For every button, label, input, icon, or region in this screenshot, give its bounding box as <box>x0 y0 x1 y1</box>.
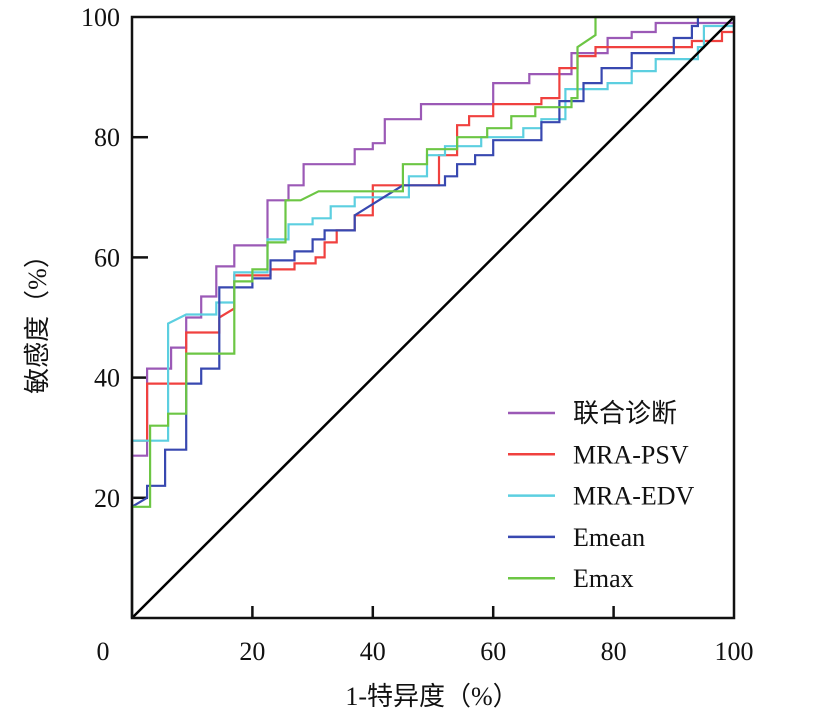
legend-label: MRA-EDV <box>573 482 695 511</box>
roc-curve-2 <box>130 17 736 618</box>
y-tick-label: 20 <box>94 484 120 513</box>
x-tick-label: 40 <box>360 637 386 666</box>
legend-label: Emax <box>573 564 634 593</box>
y-tick-label: 60 <box>94 243 120 272</box>
legend-label: MRA-PSV <box>573 440 689 469</box>
y-axis-label: 敏感度（%） <box>23 242 52 394</box>
legend: 联合诊断 MRA-PSV MRA-EDV Emean Emax <box>508 399 695 593</box>
y-tick-label: 80 <box>94 123 120 152</box>
x-tick-label: 20 <box>239 637 265 666</box>
y-tick-label: 100 <box>81 3 120 32</box>
x-tick-label: 0 <box>97 637 110 666</box>
roc-curve-4 <box>130 15 734 618</box>
reference-diagonal <box>131 16 735 619</box>
legend-label: 联合诊断 <box>573 399 677 428</box>
x-tick-label: 60 <box>480 637 506 666</box>
roc-curve-0 <box>130 17 736 618</box>
x-axis-label: 1-特异度（%） <box>345 682 518 711</box>
x-tick-label: 100 <box>715 637 754 666</box>
plot-frame <box>130 15 736 620</box>
y-tick-label: 40 <box>94 364 120 393</box>
x-tick-label: 80 <box>601 637 627 666</box>
legend-label: Emean <box>573 523 645 552</box>
